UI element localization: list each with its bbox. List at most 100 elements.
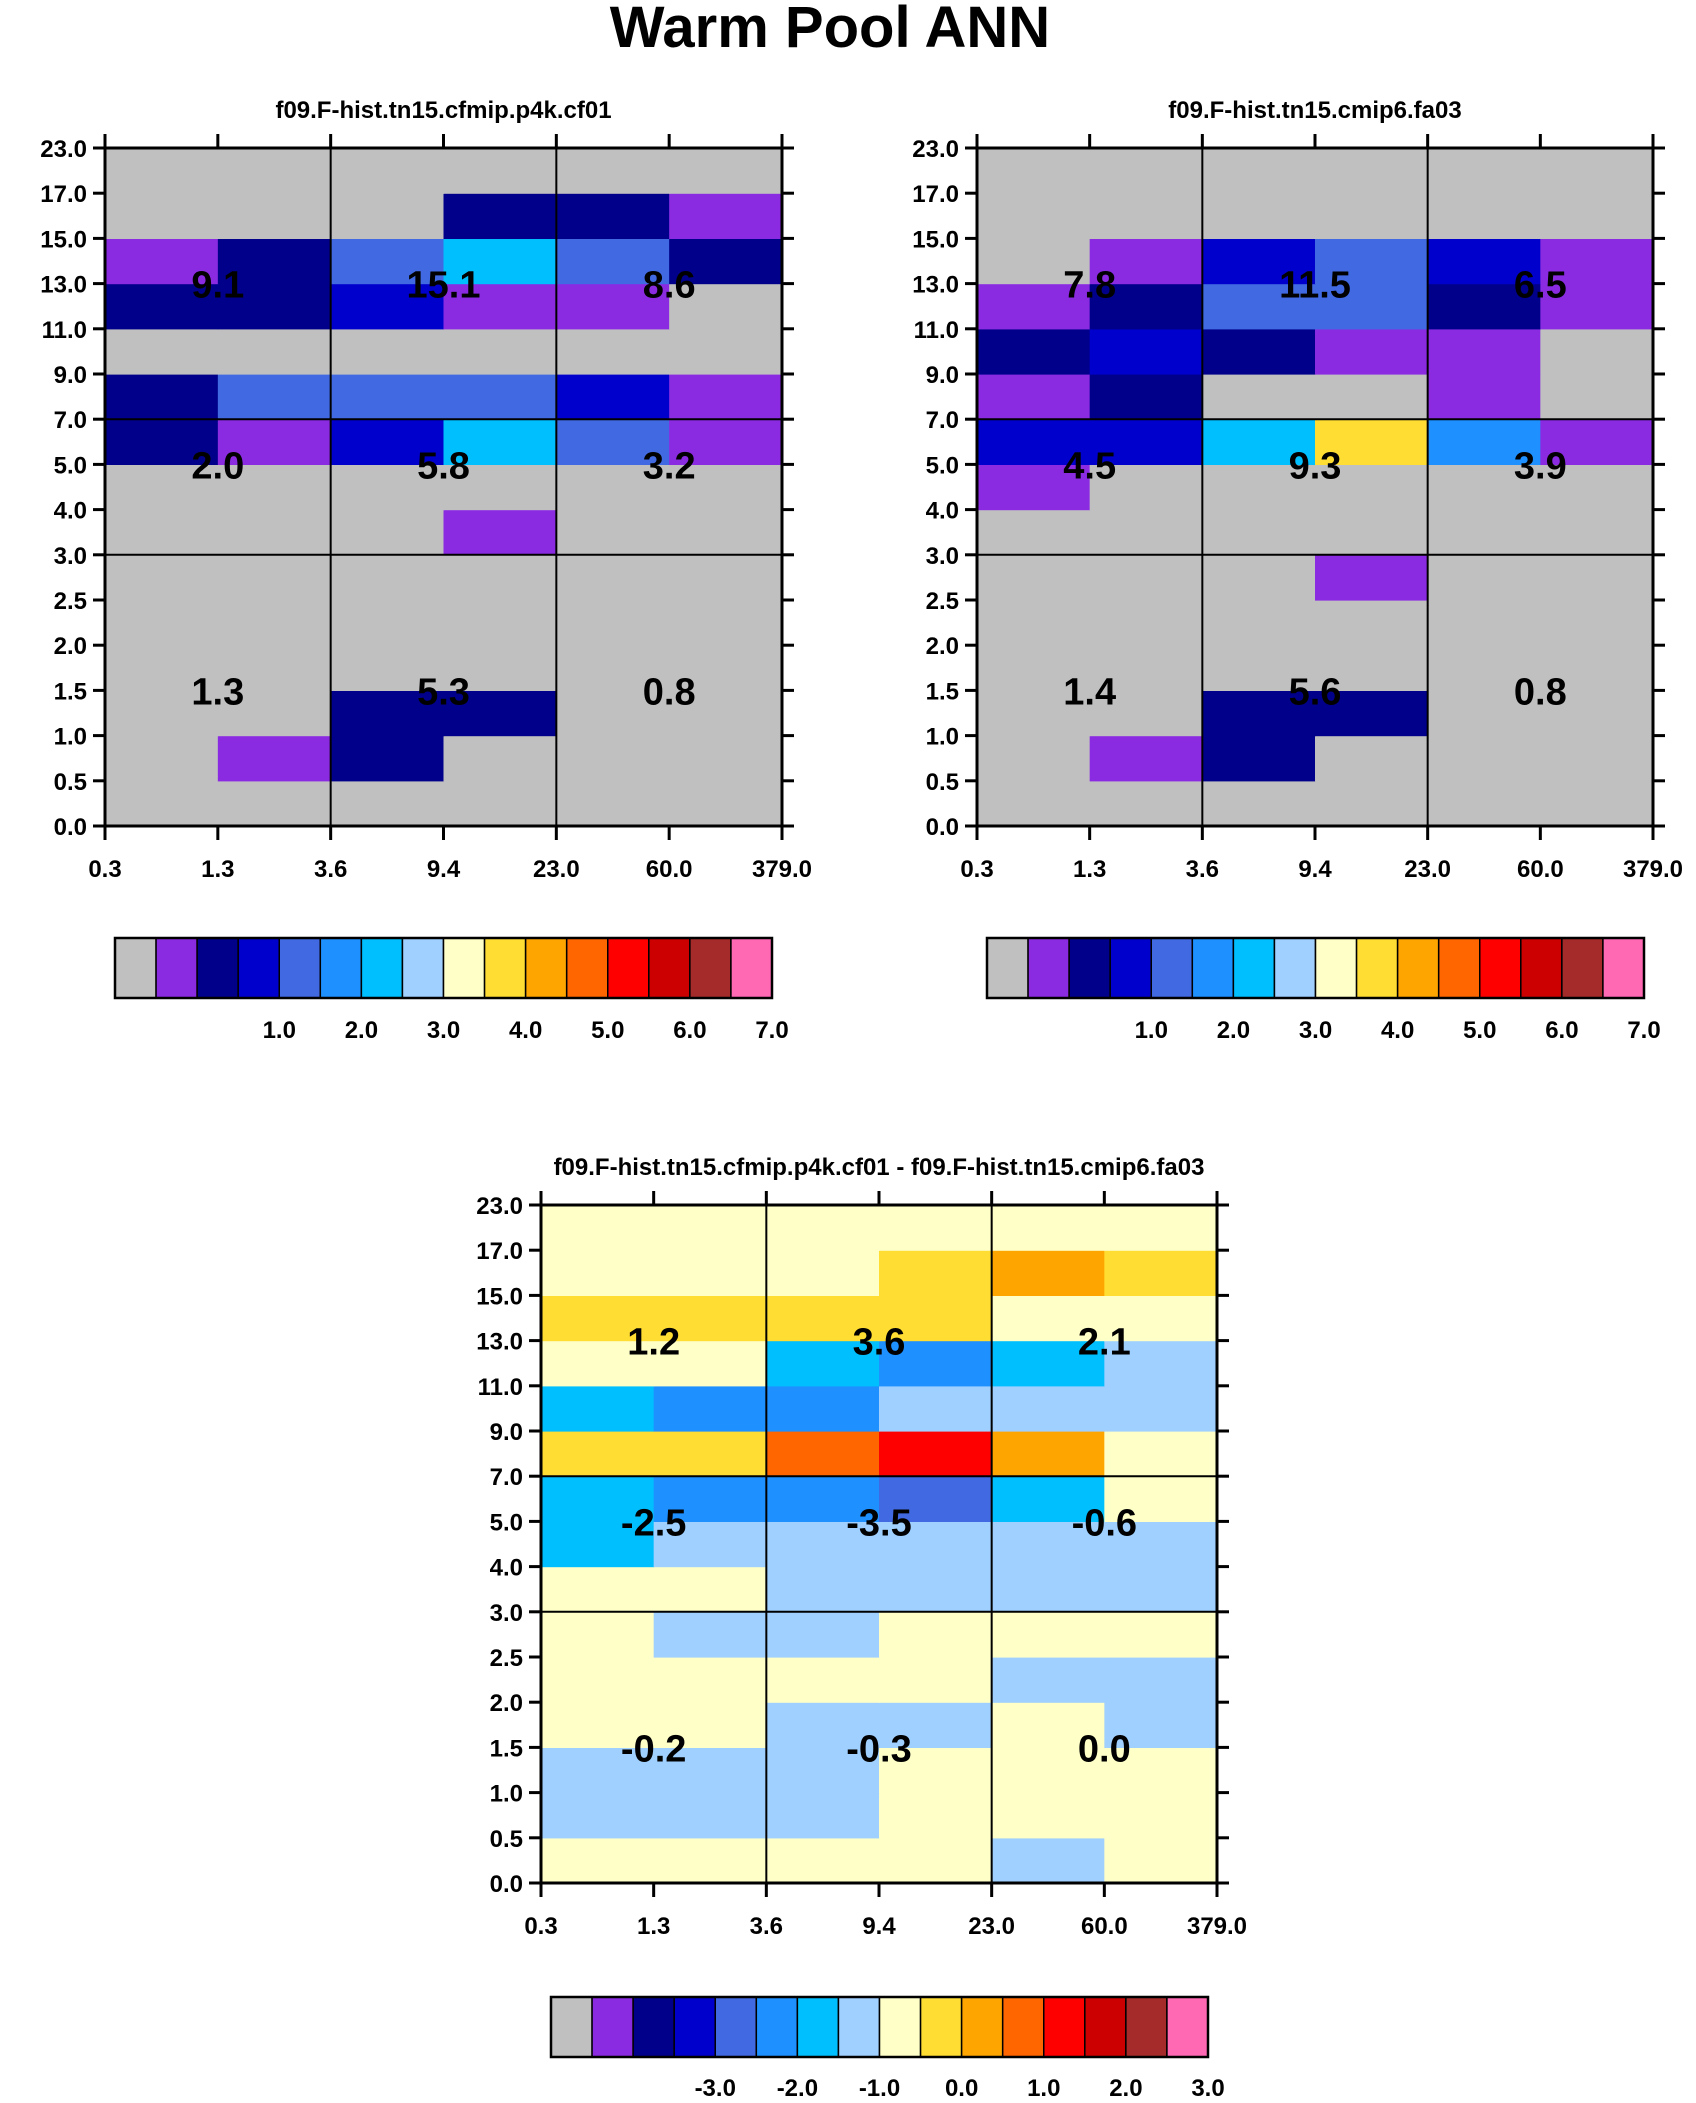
y-tick-label: 3.0 (490, 1600, 523, 1627)
heatmap-cell (1202, 148, 1316, 194)
heatmap-cell (217, 283, 332, 330)
heatmap-cell (330, 645, 445, 691)
heatmap-cell (1540, 509, 1654, 556)
heatmap-cell (977, 283, 1091, 330)
y-tick-label: 0.0 (490, 1871, 523, 1898)
y-tick-label: 2.0 (926, 633, 959, 660)
heatmap-cell (1202, 509, 1316, 556)
heatmap-cell (1104, 1476, 1218, 1522)
heatmap-cell (991, 1747, 1105, 1794)
heatmap-cell (653, 1792, 767, 1839)
colorbar-swatch (442, 937, 486, 999)
heatmap-cell (669, 509, 783, 556)
heatmap-cell (443, 509, 557, 556)
region-value-label: 5.3 (417, 671, 470, 713)
region-value-label: 3.6 (853, 1322, 906, 1364)
heatmap-cell (1427, 554, 1541, 601)
panel-title: f09.F-hist.tn15.cfmip.p4k.cf01 - f09.F-h… (554, 1154, 1205, 1181)
heatmap-cell (1315, 600, 1429, 646)
heatmap-cell (1089, 645, 1203, 691)
x-tick-label: 60.0 (1081, 1913, 1128, 1940)
heatmap-cell (991, 1521, 1105, 1568)
region-value-label: 3.2 (643, 445, 696, 487)
colorbar-label: 5.0 (1463, 1017, 1496, 1044)
heatmap-cell (977, 148, 1091, 194)
heatmap-cell (556, 600, 670, 646)
colorbar-label: -2.0 (777, 2075, 818, 2102)
heatmap-cell (977, 374, 1091, 420)
colorbar-swatch (1396, 937, 1440, 999)
heatmap-cell (1202, 600, 1316, 646)
heatmap-cell (766, 1657, 880, 1703)
heatmap-cell (1427, 464, 1541, 511)
heatmap-cell (1202, 193, 1316, 239)
heatmap-cell (1104, 1792, 1218, 1839)
heatmap-cell (766, 1205, 880, 1251)
region-value-label: 0.8 (643, 671, 696, 713)
heatmap-cell (330, 509, 445, 556)
heatmap-cell (1089, 328, 1203, 375)
colorbar-swatch (1191, 937, 1235, 999)
y-tick-label: 17.0 (912, 181, 959, 208)
heatmap-cell (1540, 238, 1654, 285)
y-tick-label: 0.0 (926, 814, 959, 841)
x-tick-label: 3.6 (314, 856, 347, 883)
heatmap-cell (105, 554, 219, 601)
panel-title: f09.F-hist.tn15.cmip6.fa03 (1168, 97, 1461, 124)
heatmap-cell (1104, 1295, 1218, 1342)
heatmap-cell (1540, 735, 1654, 782)
colorbar-swatch (648, 937, 691, 999)
heatmap-cell (1315, 464, 1429, 511)
heatmap-cell (1315, 193, 1429, 239)
y-tick-label: 1.5 (54, 678, 87, 705)
heatmap-cell (1089, 193, 1203, 239)
heatmap-cell (766, 1611, 880, 1658)
heatmap-cell (1540, 464, 1654, 511)
heatmap-cell (879, 1295, 993, 1342)
colorbar-swatch (1355, 937, 1399, 999)
panel-cmip6: f09.F-hist.tn15.cmip6.fa03 0.0 0.5 1.0 1.5 2.… (912, 97, 1683, 1044)
heatmap-cell (330, 283, 445, 330)
y-tick-label: 9.0 (926, 362, 959, 389)
heatmap-cell (330, 735, 445, 782)
y-tick-label: 5.0 (926, 452, 959, 479)
y-tick-label: 0.5 (926, 769, 959, 796)
y-tick-label: 11.0 (914, 317, 959, 344)
heatmap-cell (653, 1747, 767, 1794)
y-tick-label: 9.0 (490, 1419, 523, 1446)
heatmap-cell (1540, 419, 1654, 465)
heatmap-cell (1202, 690, 1316, 737)
heatmap-cell (1202, 645, 1316, 691)
heatmap-cell (541, 1295, 655, 1342)
colorbar-swatch (730, 937, 773, 999)
heatmap-cell (443, 554, 557, 601)
heatmap-cell (1427, 148, 1541, 194)
heatmap-cell (217, 328, 332, 375)
heatmap-cell (766, 1476, 880, 1522)
heatmap-cell (1540, 148, 1654, 194)
colorbar-swatch (714, 1996, 758, 2058)
region-value-label: 9.3 (1289, 445, 1342, 487)
heatmap-cell (991, 1657, 1105, 1703)
colorbar-label: 1.0 (1027, 2075, 1060, 2102)
colorbar-swatch (1150, 937, 1194, 999)
heatmap-cell (541, 1340, 655, 1387)
heatmap-cell (669, 780, 783, 827)
heatmap-cell (1427, 328, 1541, 375)
heatmap-cell (105, 148, 219, 194)
colorbar-label: 6.0 (673, 1017, 706, 1044)
heatmap-cell (1089, 600, 1203, 646)
y-tick-label: 23.0 (476, 1193, 523, 1220)
colorbar-label: 4.0 (1381, 1017, 1414, 1044)
heatmap-cell (217, 238, 332, 285)
heatmap-cell (330, 600, 445, 646)
heatmap-cell (991, 1250, 1105, 1296)
figure-title: Warm Pool ANN (610, 0, 1050, 60)
colorbar-swatch (278, 937, 322, 999)
y-tick-label: 23.0 (40, 136, 87, 163)
y-tick-label: 1.0 (54, 724, 87, 751)
heatmap-cell (766, 1431, 880, 1477)
x-tick-label: 0.3 (960, 856, 993, 883)
heatmap-cell (1104, 1385, 1218, 1432)
